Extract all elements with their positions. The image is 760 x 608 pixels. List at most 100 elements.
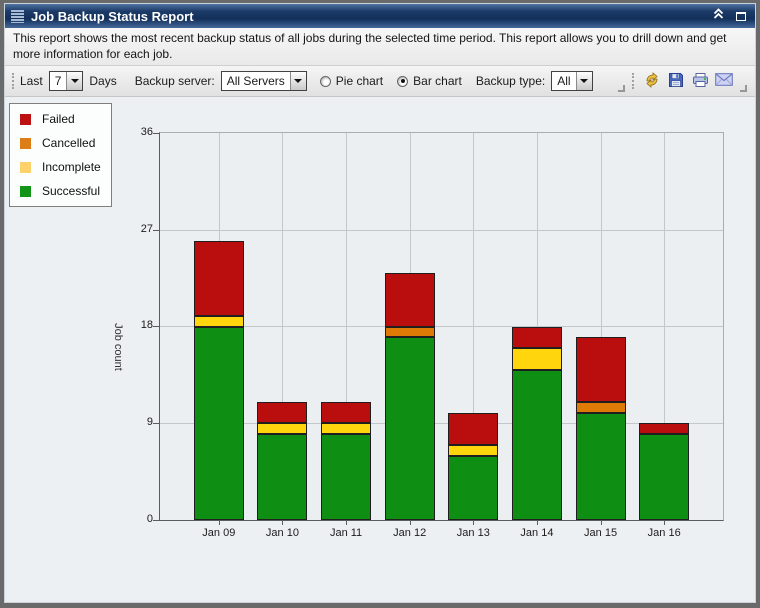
bar-chart-option[interactable]: Bar chart — [397, 74, 462, 88]
stacked-bar-jan-14[interactable] — [511, 326, 562, 521]
category-cell — [314, 133, 378, 521]
bar-segment-successful[interactable] — [639, 434, 690, 521]
bar-segment-successful[interactable] — [511, 369, 562, 521]
bar-segment-incomplete[interactable] — [257, 423, 308, 435]
y-tick-label: 18 — [140, 319, 153, 332]
bar-segment-incomplete[interactable] — [511, 348, 562, 370]
bar-segment-cancelled[interactable] — [575, 401, 626, 413]
page-title: Job Backup Status Report — [31, 8, 194, 24]
refresh-button[interactable] — [640, 70, 664, 92]
stacked-bar-jan-10[interactable] — [257, 401, 308, 521]
actions-toolbar-grip-handle[interactable] — [632, 73, 634, 90]
stacked-bar-jan-13[interactable] — [448, 412, 499, 521]
y-tick — [153, 133, 159, 135]
backup-server-select-button[interactable] — [289, 72, 306, 91]
toolbar-overflow-handle[interactable] — [618, 85, 625, 93]
bar-segment-successful[interactable] — [193, 326, 244, 521]
legend-label: Successful — [42, 184, 101, 199]
collapse-icon — [712, 7, 725, 25]
bar-segment-failed[interactable] — [193, 240, 244, 316]
bar-segment-incomplete[interactable] — [193, 315, 244, 327]
y-gridline — [160, 423, 723, 425]
bar-segment-failed[interactable] — [448, 412, 499, 445]
last-label: Last — [20, 74, 43, 89]
stacked-bar-jan-12[interactable] — [384, 272, 435, 521]
bar-chart-radio[interactable] — [397, 75, 409, 87]
stacked-bar-jan-09[interactable] — [193, 240, 244, 521]
legend-item-cancelled: Cancelled — [20, 136, 101, 150]
bar-segment-successful[interactable] — [257, 434, 308, 521]
stacked-bar-jan-11[interactable] — [321, 401, 372, 521]
refresh-icon — [643, 71, 661, 91]
bar-segment-successful[interactable] — [321, 434, 372, 521]
bar-segment-failed[interactable] — [639, 423, 690, 435]
stacked-bar-jan-15[interactable] — [575, 337, 626, 521]
bar-segment-successful[interactable] — [575, 412, 626, 521]
bar-segment-failed[interactable] — [575, 337, 626, 402]
x-gridline — [473, 133, 475, 521]
category-cell — [632, 133, 696, 521]
category-cell — [187, 133, 251, 521]
pie-chart-option[interactable]: Pie chart — [319, 74, 383, 88]
toolbar-grip-handle[interactable] — [12, 73, 14, 90]
bar-segment-incomplete[interactable] — [448, 444, 499, 456]
category-cell — [442, 133, 506, 521]
email-button[interactable] — [712, 70, 736, 92]
collapse-button[interactable] — [710, 8, 727, 24]
days-select[interactable]: 7 — [48, 71, 84, 92]
category-cell — [505, 133, 569, 521]
bar-segment-successful[interactable] — [448, 455, 499, 521]
backup-server-select[interactable]: All Servers — [220, 71, 307, 92]
y-tick — [153, 326, 159, 328]
pie-chart-radio[interactable] — [319, 75, 331, 87]
legend-item-successful: Successful — [20, 184, 101, 198]
days-label: Days — [89, 74, 117, 89]
y-gridline — [160, 326, 723, 328]
y-tick-label: 0 — [146, 513, 153, 526]
bar-segment-failed[interactable] — [257, 401, 308, 424]
x-tick — [346, 521, 348, 526]
report-content: Failed Cancelled Incomplete Successful J… — [5, 97, 755, 602]
bar-segment-cancelled[interactable] — [384, 326, 435, 338]
x-tick-label: Jan 12 — [393, 527, 427, 540]
incomplete-swatch-icon — [20, 161, 31, 173]
x-tick — [664, 521, 666, 526]
actions-toolbar-overflow-handle[interactable] — [740, 85, 747, 93]
x-tick-label: Jan 11 — [329, 527, 363, 540]
bar-segment-successful[interactable] — [384, 337, 435, 521]
bar-segment-failed[interactable] — [384, 272, 435, 327]
x-tick-label: Jan 14 — [520, 527, 554, 540]
bar-segment-failed[interactable] — [511, 326, 562, 349]
report-description: This report shows the most recent backup… — [5, 28, 755, 67]
legend-label: Cancelled — [42, 136, 96, 151]
backup-type-select[interactable]: All — [551, 71, 593, 92]
save-icon — [668, 72, 684, 91]
x-gridline — [282, 133, 284, 521]
plot-area — [159, 132, 724, 522]
x-tick-label: Jan 09 — [202, 527, 236, 540]
x-gridline — [600, 133, 602, 521]
backup-type-select-button[interactable] — [575, 72, 592, 91]
x-tick-label: Jan 16 — [647, 527, 681, 540]
chevron-down-icon — [294, 79, 303, 84]
y-gridline — [160, 230, 723, 232]
save-button[interactable] — [664, 70, 688, 92]
successful-swatch-icon — [20, 185, 31, 197]
x-tick — [473, 521, 475, 526]
print-button[interactable] — [688, 70, 712, 92]
drag-grip-icon[interactable] — [11, 9, 24, 23]
x-tick — [600, 521, 602, 526]
bar-segment-failed[interactable] — [321, 401, 372, 424]
bar-segment-incomplete[interactable] — [321, 423, 372, 435]
backup-server-label: Backup server: — [134, 74, 215, 89]
bars-container — [187, 133, 696, 521]
failed-swatch-icon — [20, 113, 31, 125]
x-tick-label: Jan 13 — [456, 527, 490, 540]
stacked-bar-jan-16[interactable] — [639, 423, 690, 521]
x-gridline — [664, 133, 666, 521]
days-select-button[interactable] — [66, 72, 83, 91]
restore-button[interactable] — [732, 8, 749, 24]
x-tick-label: Jan 15 — [584, 527, 618, 540]
email-icon — [715, 73, 733, 89]
